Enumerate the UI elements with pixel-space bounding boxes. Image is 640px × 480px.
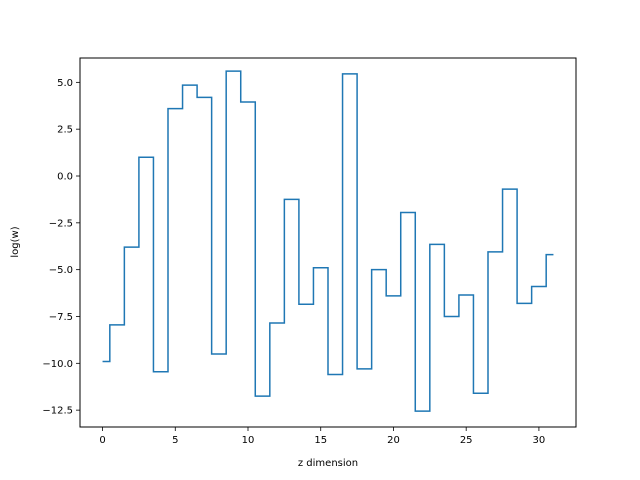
series-line-0 [102,70,554,412]
y-axis-label: log(w) [10,226,21,257]
axes-frame [79,57,577,428]
y-tick-label: 2.5 [57,125,73,136]
y-tick-label: −12.5 [42,406,73,417]
x-tick-label: 20 [387,435,400,446]
y-tick-label: 5.0 [57,78,73,89]
x-tick-label: 0 [99,435,105,446]
y-tick-label: −7.5 [49,312,73,323]
x-axis-label: z dimension [298,458,358,469]
x-tick-label: 10 [242,435,255,446]
x-tick-label: 30 [533,435,546,446]
x-tick-label: 15 [314,435,327,446]
y-tick-label: −5.0 [49,265,73,276]
plot-area [102,70,554,412]
y-tick-label: −2.5 [49,218,73,229]
x-tick-label: 25 [460,435,473,446]
x-axis-ticks: 0 5 10 15 20 25 30 [99,427,545,446]
x-tick-label: 5 [172,435,178,446]
y-tick-label: 0.0 [57,172,73,183]
y-tick-label: −10.0 [42,359,73,370]
y-axis-ticks: −12.5 −10.0 −7.5 −5.0 −2.5 0.0 2.5 5.0 [42,78,80,417]
